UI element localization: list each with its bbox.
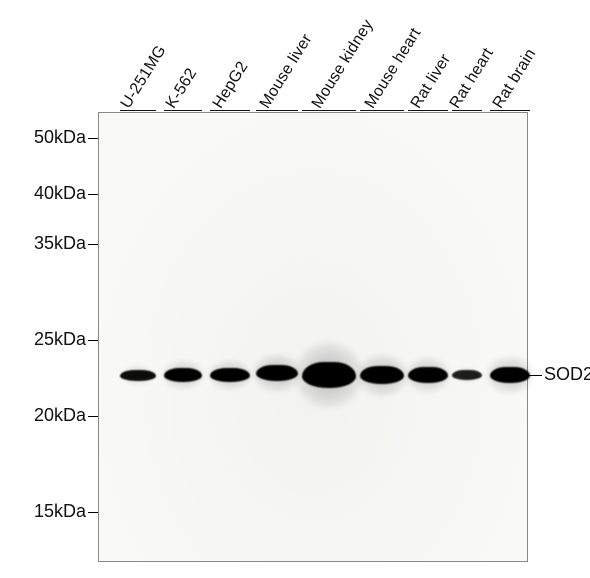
band xyxy=(490,367,530,383)
lane-label: Mouse liver xyxy=(257,31,317,112)
band xyxy=(302,362,356,388)
mw-tick xyxy=(88,194,98,195)
band xyxy=(256,365,298,381)
lane-underline xyxy=(408,110,448,111)
band xyxy=(360,366,404,384)
mw-label-40: 40kDa xyxy=(34,183,86,204)
mw-tick xyxy=(88,340,98,341)
mw-label-25: 25kDa xyxy=(34,329,86,350)
lane-label: Rat brain xyxy=(490,46,541,112)
mw-label-35: 35kDa xyxy=(34,233,86,254)
band xyxy=(408,367,448,383)
blot-frame xyxy=(98,112,528,562)
mw-tick xyxy=(88,244,98,245)
lane-label: HepG2 xyxy=(210,59,253,112)
mw-label-50: 50kDa xyxy=(34,127,86,148)
lane-underline xyxy=(490,110,530,111)
band xyxy=(164,368,202,382)
lane-underline xyxy=(120,110,156,111)
lane-underline xyxy=(452,110,482,111)
mw-tick xyxy=(88,416,98,417)
mw-tick xyxy=(88,512,98,513)
westernblot-figure: 50kDa40kDa35kDa25kDa20kDa15kDa U-251MGK-… xyxy=(0,0,590,578)
mw-label-15: 15kDa xyxy=(34,501,86,522)
lane-underline xyxy=(164,110,202,111)
band xyxy=(210,368,250,382)
band xyxy=(452,370,482,380)
film-background xyxy=(99,113,527,561)
lane-underline xyxy=(302,110,356,111)
lane-underline xyxy=(360,110,404,111)
lane-label: K-562 xyxy=(163,65,201,112)
mw-label-20: 20kDa xyxy=(34,405,86,426)
band xyxy=(120,370,156,381)
target-label: SOD2 xyxy=(544,364,590,385)
mw-tick xyxy=(88,138,98,139)
lane-underline xyxy=(210,110,250,111)
lane-underline xyxy=(256,110,298,111)
